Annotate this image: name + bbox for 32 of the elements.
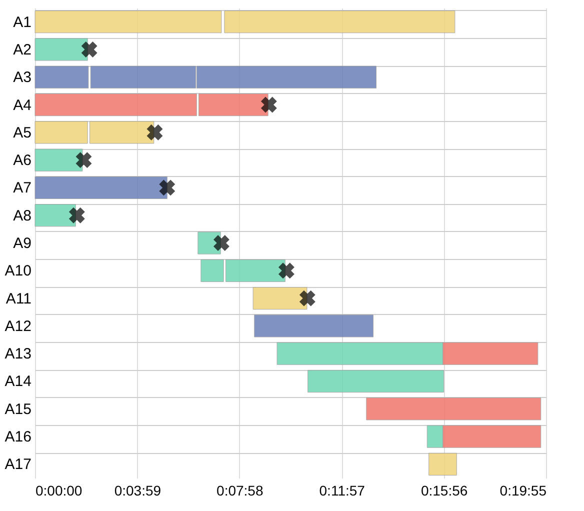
x-tick-label: 0:19:55 — [500, 482, 547, 498]
x-tick-label: 0:11:57 — [319, 482, 366, 498]
point — [213, 235, 230, 251]
y-tick-label: A3 — [13, 69, 32, 86]
y-tick-label: A7 — [13, 180, 32, 197]
y-tick-label: A8 — [13, 207, 32, 224]
y-tick-label: A9 — [13, 235, 32, 252]
y-tick-label: A11 — [6, 290, 32, 308]
x-tick-label: 0:15:56 — [420, 482, 468, 498]
y-tick-label: A13 — [4, 346, 32, 363]
x-tick-label: 0:07:58 — [216, 482, 264, 498]
y-tick-label: A6 — [13, 152, 32, 170]
x-tick-label: 0:00:00 — [36, 482, 82, 498]
y-tick-label: A12 — [4, 318, 32, 335]
point — [76, 152, 92, 168]
point — [81, 41, 98, 58]
y-tick-label: A10 — [4, 262, 32, 280]
point — [260, 96, 277, 113]
y-tick-label: A16 — [4, 428, 32, 446]
point — [159, 180, 176, 196]
y-tick-label: A17 — [4, 456, 32, 474]
y-tick-label: A2 — [13, 41, 32, 58]
point — [299, 290, 316, 306]
y-tick-label: A4 — [13, 96, 32, 114]
x-tick-label: 0:03:59 — [114, 482, 162, 498]
point — [68, 207, 85, 224]
y-tick-label: A5 — [13, 124, 32, 142]
point — [278, 262, 294, 279]
y-tick-label: A15 — [4, 400, 32, 418]
point — [146, 124, 163, 140]
y-tick-label: A14 — [4, 373, 32, 390]
y-tick-label: A1 — [13, 14, 32, 31]
